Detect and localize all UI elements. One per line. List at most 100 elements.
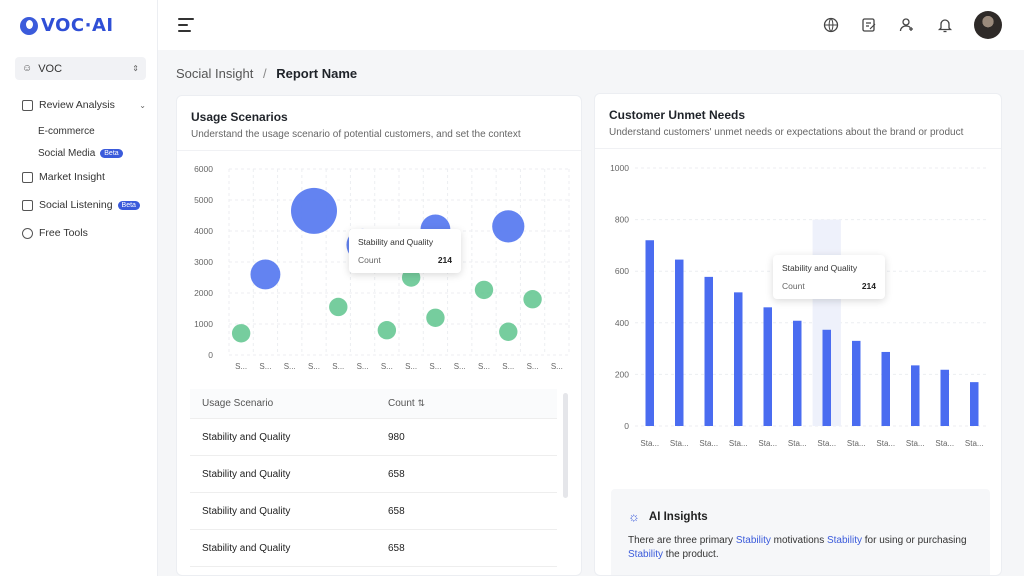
needs-subtitle: Understand customers' unmet needs or exp… [609, 127, 964, 138]
select-caret-icon: ⇕ [132, 64, 139, 73]
sort-icon[interactable]: ⇅ [417, 398, 426, 408]
bar [793, 320, 802, 426]
x-tick-label: S... [381, 362, 393, 371]
sidebar-item-label: Review Analysis [39, 99, 115, 111]
tooltip-row: Count 214 [782, 281, 876, 291]
unmet-needs-card: Customer Unmet Needs Understand customer… [594, 93, 1002, 576]
x-tick-label: Sta... [729, 439, 748, 448]
topbar [158, 0, 1024, 50]
insight-text: motivations [770, 535, 827, 546]
cell-count: 658 [388, 468, 405, 480]
bubble-point [474, 280, 494, 300]
bar [763, 307, 772, 426]
breadcrumb-current: Report Name [276, 66, 358, 81]
tooltip-value: 214 [437, 255, 452, 265]
usage-card-header: Usage Scenarios Understand the usage sce… [177, 96, 581, 151]
workspace-select[interactable]: ☺ VOC ⇕ [15, 57, 146, 80]
globe-icon[interactable] [822, 16, 840, 34]
y-tick-label: 400 [615, 318, 629, 328]
y-tick-label: 0 [624, 421, 629, 431]
chevron-down-icon: ⌄ [139, 100, 146, 110]
cell-count: 658 [388, 542, 405, 554]
ai-insights-header: ☼ AI Insights [628, 509, 973, 524]
listening-icon [22, 199, 33, 211]
tooltip-row: Count 214 [358, 255, 452, 265]
edit-icon[interactable] [860, 16, 878, 34]
x-tick-label: S... [454, 362, 466, 371]
bubble-point [231, 324, 251, 343]
bell-icon[interactable] [936, 16, 954, 34]
cell-scenario: Stability and Quality [202, 542, 291, 554]
x-tick-label: Sta... [935, 439, 954, 448]
add-user-icon[interactable] [898, 16, 916, 34]
sidebar-item-review-analysis[interactable]: Review Analysis ⌄ [22, 95, 146, 115]
x-tick-label: Sta... [876, 439, 895, 448]
x-tick-label: S... [357, 362, 369, 371]
x-tick-label: S... [235, 362, 247, 371]
tooltip-title: Stability and Quality [782, 263, 858, 273]
y-tick-label: 0 [208, 350, 213, 360]
bar [970, 382, 979, 426]
bar [852, 340, 861, 426]
x-tick-label: S... [405, 362, 417, 371]
y-tick-label: 2000 [194, 288, 213, 298]
sidebar-item-label: Market Insight [39, 171, 105, 183]
insight-keyword-link[interactable]: Stability [735, 535, 771, 546]
x-tick-label: S... [284, 362, 296, 371]
bubble-point [499, 322, 518, 341]
insight-text: the product. [663, 549, 719, 560]
beta-badge: Beta [117, 200, 140, 210]
bubble-point [426, 308, 445, 327]
sidebar-item-social-listening[interactable]: Social Listening Beta [22, 195, 146, 215]
x-tick-label: Sta... [965, 439, 984, 448]
logo[interactable]: VOC·AI [20, 15, 114, 36]
x-tick-label: S... [259, 362, 271, 371]
logo-text: VOC·AI [41, 15, 114, 36]
bar-chart: 0 200 400 600 800 1000 Sta... Sta... Sta... Sta..… [610, 163, 989, 448]
insight-keyword-link[interactable]: Stability [826, 535, 862, 546]
logo-mark-icon [20, 16, 38, 35]
x-tick-label: Sta... [788, 439, 807, 448]
beta-badge: Beta [100, 148, 123, 158]
column-header-count[interactable]: Count ⇅ [388, 398, 488, 409]
table-row[interactable]: Stability and Quality 658 [190, 493, 557, 530]
column-header-scenario[interactable]: Usage Scenario [202, 398, 274, 409]
x-tick-label: S... [551, 362, 563, 371]
x-tick-label: S... [332, 362, 344, 371]
cell-count: 658 [388, 505, 405, 517]
usage-subtitle: Understand the usage scenario of potenti… [191, 129, 521, 140]
sidebar-item-free-tools[interactable]: Free Tools [22, 223, 146, 243]
table-row[interactable]: Stability and Quality 658 [190, 530, 557, 567]
sidebar-item-label: Free Tools [39, 227, 88, 239]
market-icon [22, 171, 33, 183]
table-row[interactable]: Stability and Quality 658 [190, 456, 557, 493]
menu-toggle-button[interactable] [178, 18, 194, 32]
usage-tooltip: Stability and Quality Count 214 [349, 229, 461, 273]
table-row[interactable]: Stability and Quality 980 [190, 419, 557, 456]
sidebar-item-label: Social Media [38, 147, 96, 159]
usage-title: Usage Scenarios [191, 110, 288, 124]
workspace-label: VOC [38, 62, 63, 75]
lightbulb-icon: ☼ [628, 509, 640, 524]
x-tick-label: S... [308, 362, 320, 371]
sidebar-item-social-media[interactable]: Social Media Beta [22, 145, 146, 161]
table-scrollbar[interactable] [563, 393, 568, 498]
bar [645, 240, 654, 426]
ai-insights-text: There are three primary Stability motiva… [628, 534, 973, 562]
bar [822, 329, 831, 426]
x-tick-label: Sta... [758, 439, 777, 448]
sidebar-item-market-insight[interactable]: Market Insight [22, 167, 146, 187]
tooltip-title: Stability and Quality [358, 237, 434, 247]
x-tick-label: Sta... [847, 439, 866, 448]
breadcrumb-parent[interactable]: Social Insight [176, 66, 254, 81]
avatar[interactable] [974, 11, 1002, 39]
x-tick-label: Sta... [817, 439, 836, 448]
x-tick-label: Sta... [699, 439, 718, 448]
sidebar-item-ecommerce[interactable]: E-commerce [22, 123, 146, 139]
needs-card-header: Customer Unmet Needs Understand customer… [595, 94, 1001, 149]
y-tick-label: 6000 [194, 164, 213, 174]
bar [940, 369, 949, 426]
insight-keyword-link[interactable]: Stability [628, 549, 664, 560]
bar [675, 259, 684, 426]
topbar-actions [822, 11, 1002, 39]
